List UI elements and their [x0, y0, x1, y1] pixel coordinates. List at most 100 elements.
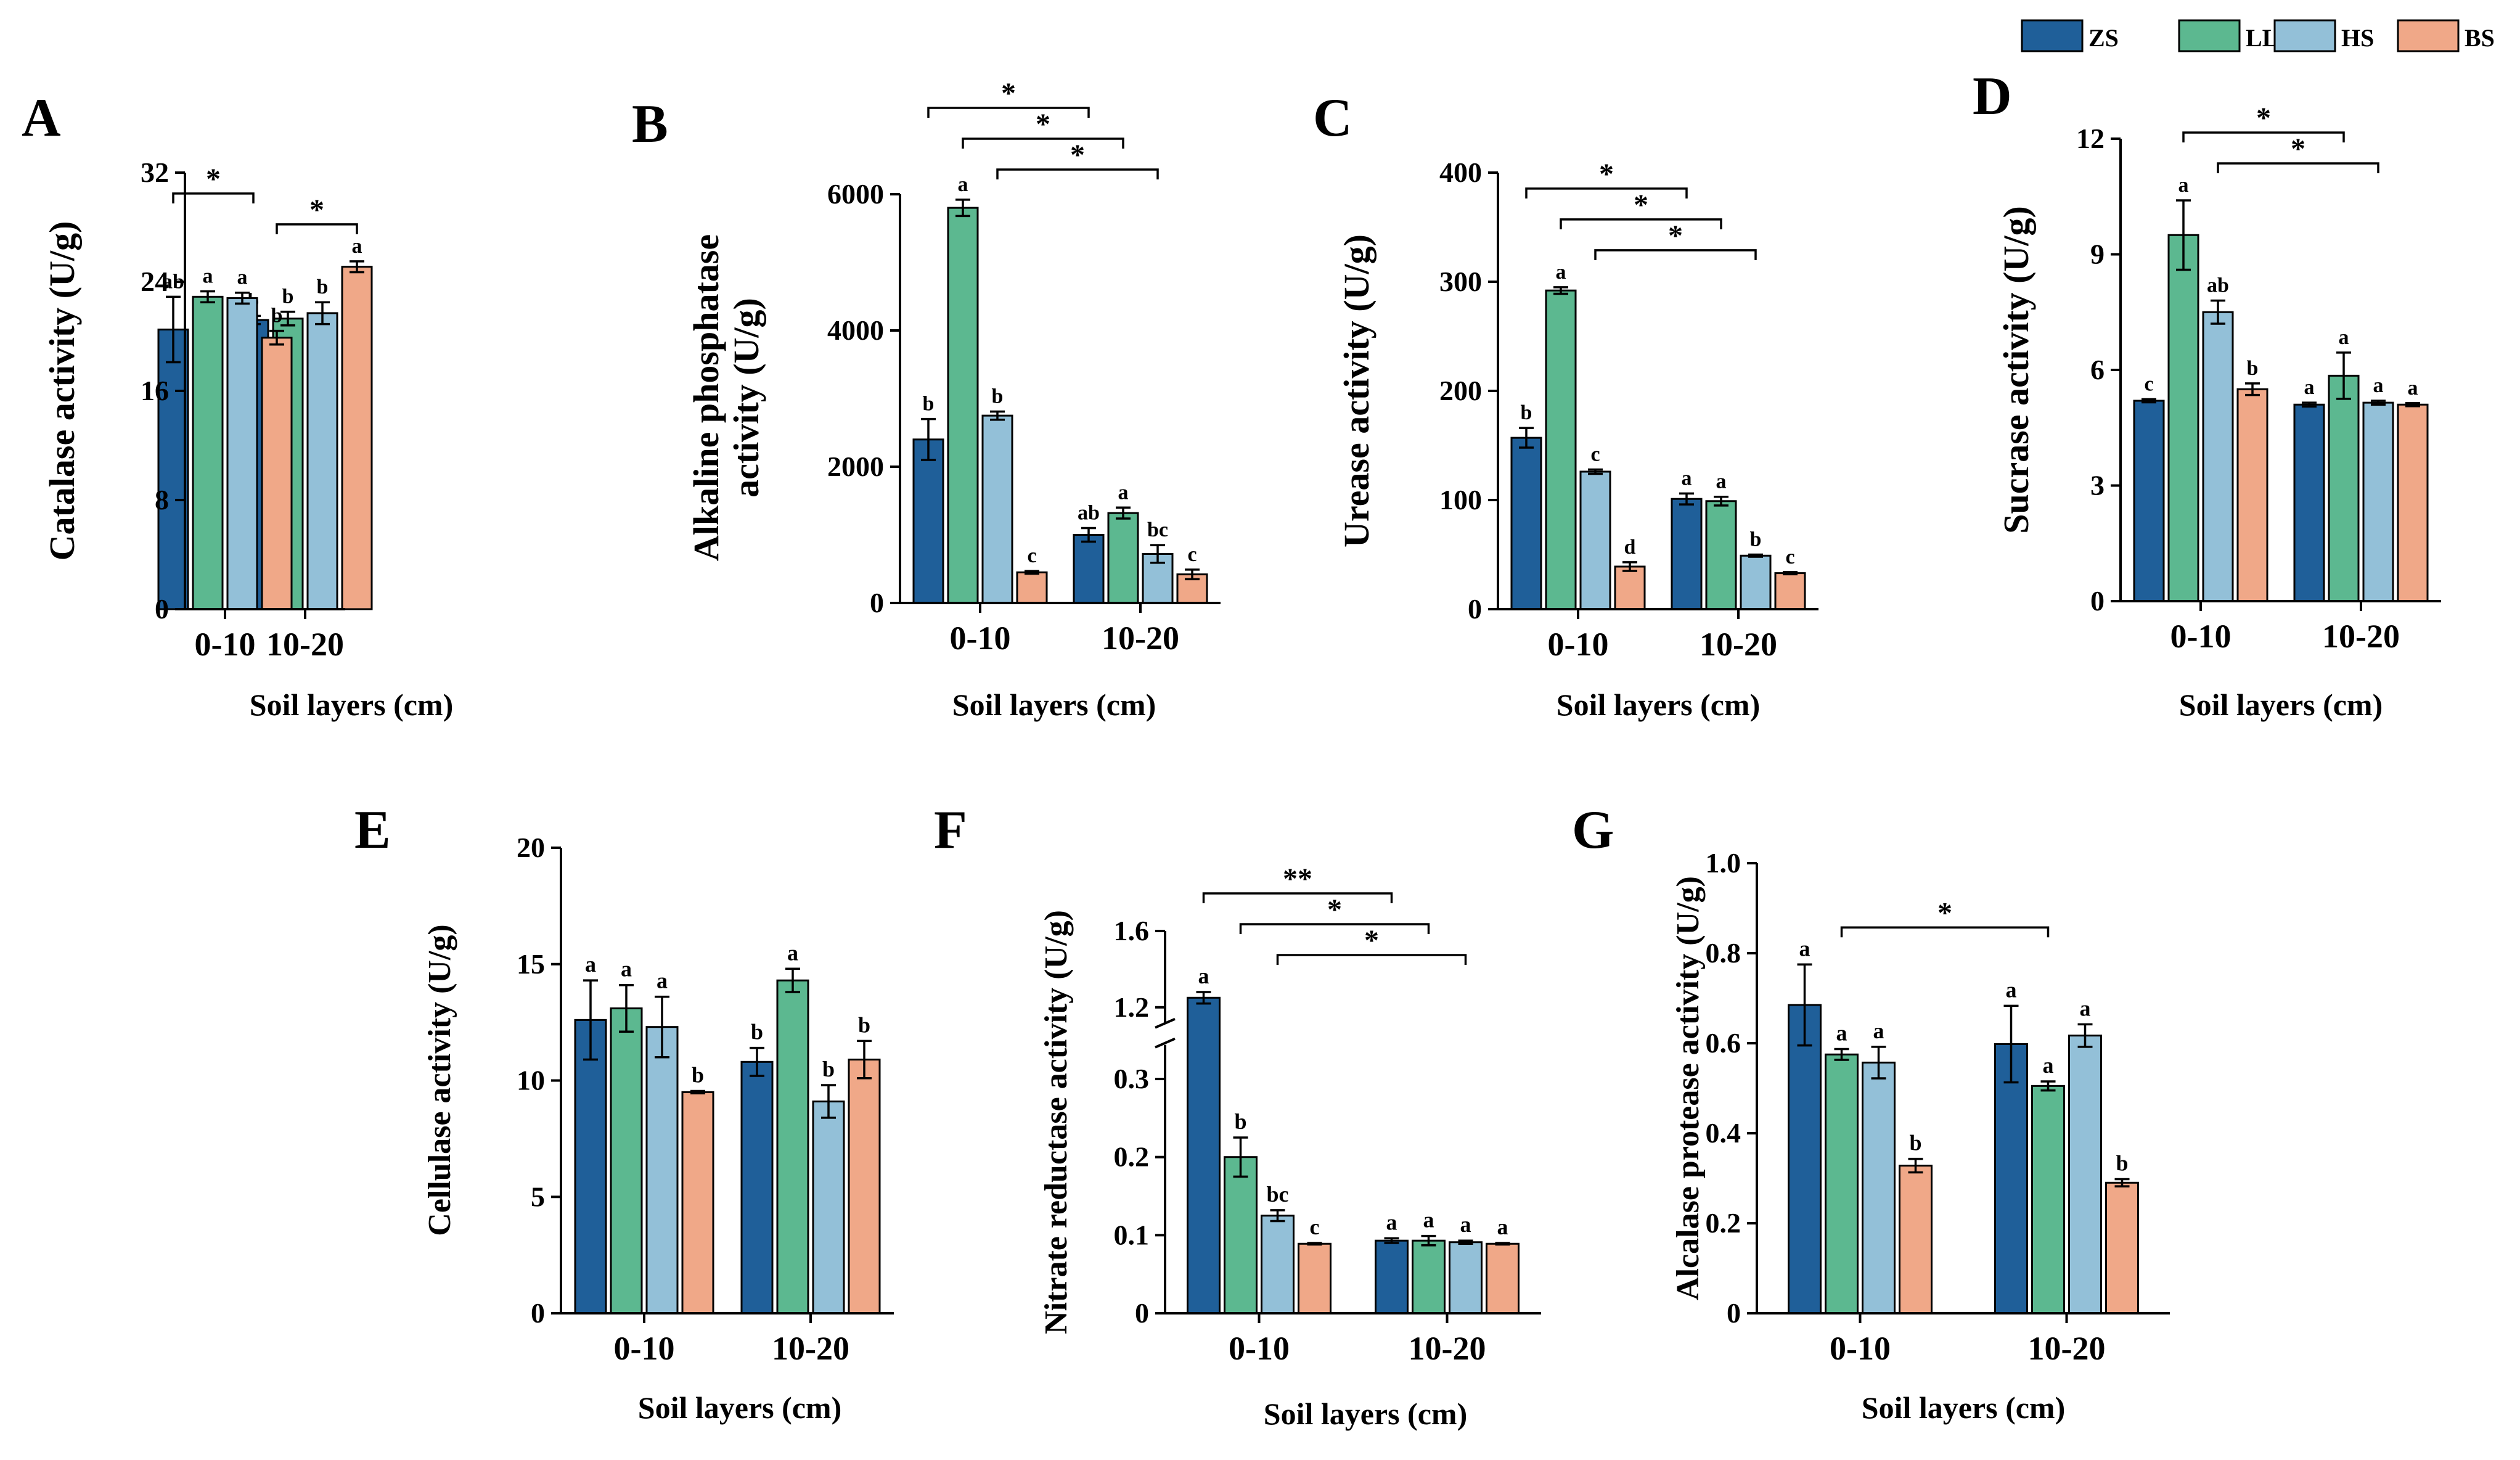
bar-ll-10-20 — [1705, 500, 1737, 610]
x-tick-label: 10-20 — [266, 626, 344, 663]
error-bar-ll-10-20 — [280, 310, 295, 327]
error-bar-hs-10-20 — [821, 1084, 836, 1119]
error-bar-ll-0-10 — [1233, 1136, 1248, 1178]
legend: ZS LL HS BS — [2021, 19, 2495, 52]
x-tick-label: 0-10 — [1548, 626, 1609, 663]
bar-bs-0-10 — [1016, 571, 1048, 604]
error-bar-ll-0-10 — [955, 199, 970, 218]
significance-bracket: * — [962, 108, 1124, 149]
y-tick-label: 0.8 — [1706, 937, 1741, 969]
axes — [899, 194, 1221, 604]
error-bar-zs-0-10 — [2142, 398, 2156, 404]
y-tick-label: 16 — [141, 375, 169, 406]
error-bar-hs-0-10 — [235, 291, 250, 305]
significance-letter: a — [2339, 326, 2349, 349]
significance-letter: ab — [1078, 501, 1100, 524]
y-tick-label: 0.1 — [1114, 1219, 1150, 1250]
bracket-line — [927, 107, 1090, 118]
y-tick-label: 1.2 — [1114, 991, 1150, 1023]
y-tick-label: 0.6 — [1706, 1027, 1741, 1059]
error-bar-bs-0-10 — [1025, 570, 1039, 575]
bar-bs-10-20 — [1774, 572, 1806, 610]
significance-letter: a — [1497, 1215, 1508, 1239]
x-axis-title: Soil layers (cm) — [1557, 687, 1760, 722]
legend-item-zs: ZS — [2021, 19, 2119, 52]
error-bar-hs-10-20 — [2371, 400, 2386, 406]
y-axis-title: Alcalase protease activity (U/g) — [1671, 876, 1706, 1300]
y-tick-label: 0 — [1727, 1297, 1741, 1329]
y-axis-title-line1: Alkaline phosphatase — [686, 234, 726, 561]
significance-bracket: * — [1560, 189, 1722, 229]
bracket-label: * — [309, 194, 324, 226]
bar-zs-0-10 — [1788, 1004, 1822, 1314]
significance-letter: a — [1423, 1208, 1434, 1232]
bar-hs-0-10 — [1261, 1215, 1295, 1314]
significance-letter: a — [585, 952, 596, 977]
bar-hs-0-10 — [1862, 1061, 1896, 1314]
bracket-label: * — [1668, 219, 1683, 252]
y-axis-title: Urease activity (U/g) — [1336, 234, 1377, 548]
significance-letter: a — [203, 265, 213, 287]
legend-label-ll: LL — [2246, 24, 2278, 52]
significance-letter: a — [1682, 467, 1692, 490]
bar-zs-0-10 — [1510, 437, 1542, 610]
bracket-label: * — [1036, 108, 1050, 141]
y-tick-label: 200 — [1439, 375, 1482, 406]
x-axis-title: Soil layers (cm) — [1862, 1390, 2065, 1425]
y-axis-title: Sucrase activity (U/g) — [1996, 206, 2036, 534]
bar-ll-0-10 — [192, 295, 224, 610]
y-tick-label: 15 — [517, 948, 545, 980]
bracket-label: * — [206, 163, 221, 195]
bar-zs-10-20 — [1994, 1043, 2028, 1314]
error-bar-bs-0-10 — [1307, 1242, 1322, 1246]
bar-bs-10-20 — [1486, 1242, 1520, 1314]
panel-label: G — [1572, 800, 1614, 860]
significance-letter: c — [1027, 544, 1036, 567]
significance-letter: b — [271, 305, 283, 327]
error-bar-zs-0-10 — [1196, 991, 1211, 1005]
bar-bs-0-10 — [1298, 1242, 1332, 1314]
significance-letter: a — [2373, 374, 2384, 397]
bar-zs-10-20 — [1073, 534, 1105, 604]
error-bar-hs-10-20 — [2077, 1023, 2093, 1048]
bracket-label: * — [1364, 924, 1379, 957]
y-tick-label: 1.0 — [1706, 847, 1741, 879]
significance-letter: a — [958, 173, 968, 196]
significance-letter: b — [2116, 1150, 2128, 1175]
x-axis-title: Soil layers (cm) — [952, 687, 1156, 722]
y-axis-title: Nitrate reductase activity (U/g) — [1039, 910, 1074, 1334]
legend-item-ll: LL — [2178, 19, 2278, 52]
bar-ll-10-20 — [2328, 374, 2360, 602]
bar-bs-0-10 — [1614, 565, 1646, 610]
legend-label-zs: ZS — [2088, 24, 2119, 52]
bracket-line — [276, 223, 358, 234]
significance-letter: c — [2144, 373, 2153, 396]
y-tick-label: 0.2 — [1706, 1207, 1741, 1239]
x-tick-label: 10-20 — [2028, 1330, 2106, 1367]
significance-letter: b — [692, 1062, 704, 1087]
error-bar-bs-0-10 — [1908, 1157, 1923, 1174]
bar-ll-10-20 — [1107, 512, 1139, 604]
error-bar-ll-10-20 — [1421, 1234, 1436, 1247]
y-tick-label: 6 — [2090, 354, 2105, 385]
x-tick-label: 10-20 — [772, 1330, 849, 1367]
y-tick-label: 24 — [141, 266, 169, 297]
significance-bracket: * — [1276, 924, 1467, 966]
bracket-label: ** — [1283, 863, 1312, 895]
error-bar-hs-10-20 — [1458, 1239, 1473, 1245]
error-bar-bs-10-20 — [1783, 571, 1798, 576]
significance-letter: a — [2080, 996, 2091, 1020]
bar-ll-0-10 — [1545, 289, 1577, 610]
legend-swatch-bs — [2397, 19, 2460, 52]
bracket-line — [2182, 131, 2345, 142]
bar-zs-0-10 — [912, 438, 944, 604]
error-bar-bs-0-10 — [1622, 561, 1637, 572]
axes — [1756, 863, 2170, 1314]
bar-ll-0-10 — [610, 1007, 643, 1314]
y-tick-label: 2000 — [827, 451, 884, 482]
significance-letter: b — [1750, 528, 1762, 551]
y-tick-label: 300 — [1439, 266, 1482, 297]
significance-bracket: ** — [1202, 863, 1393, 904]
